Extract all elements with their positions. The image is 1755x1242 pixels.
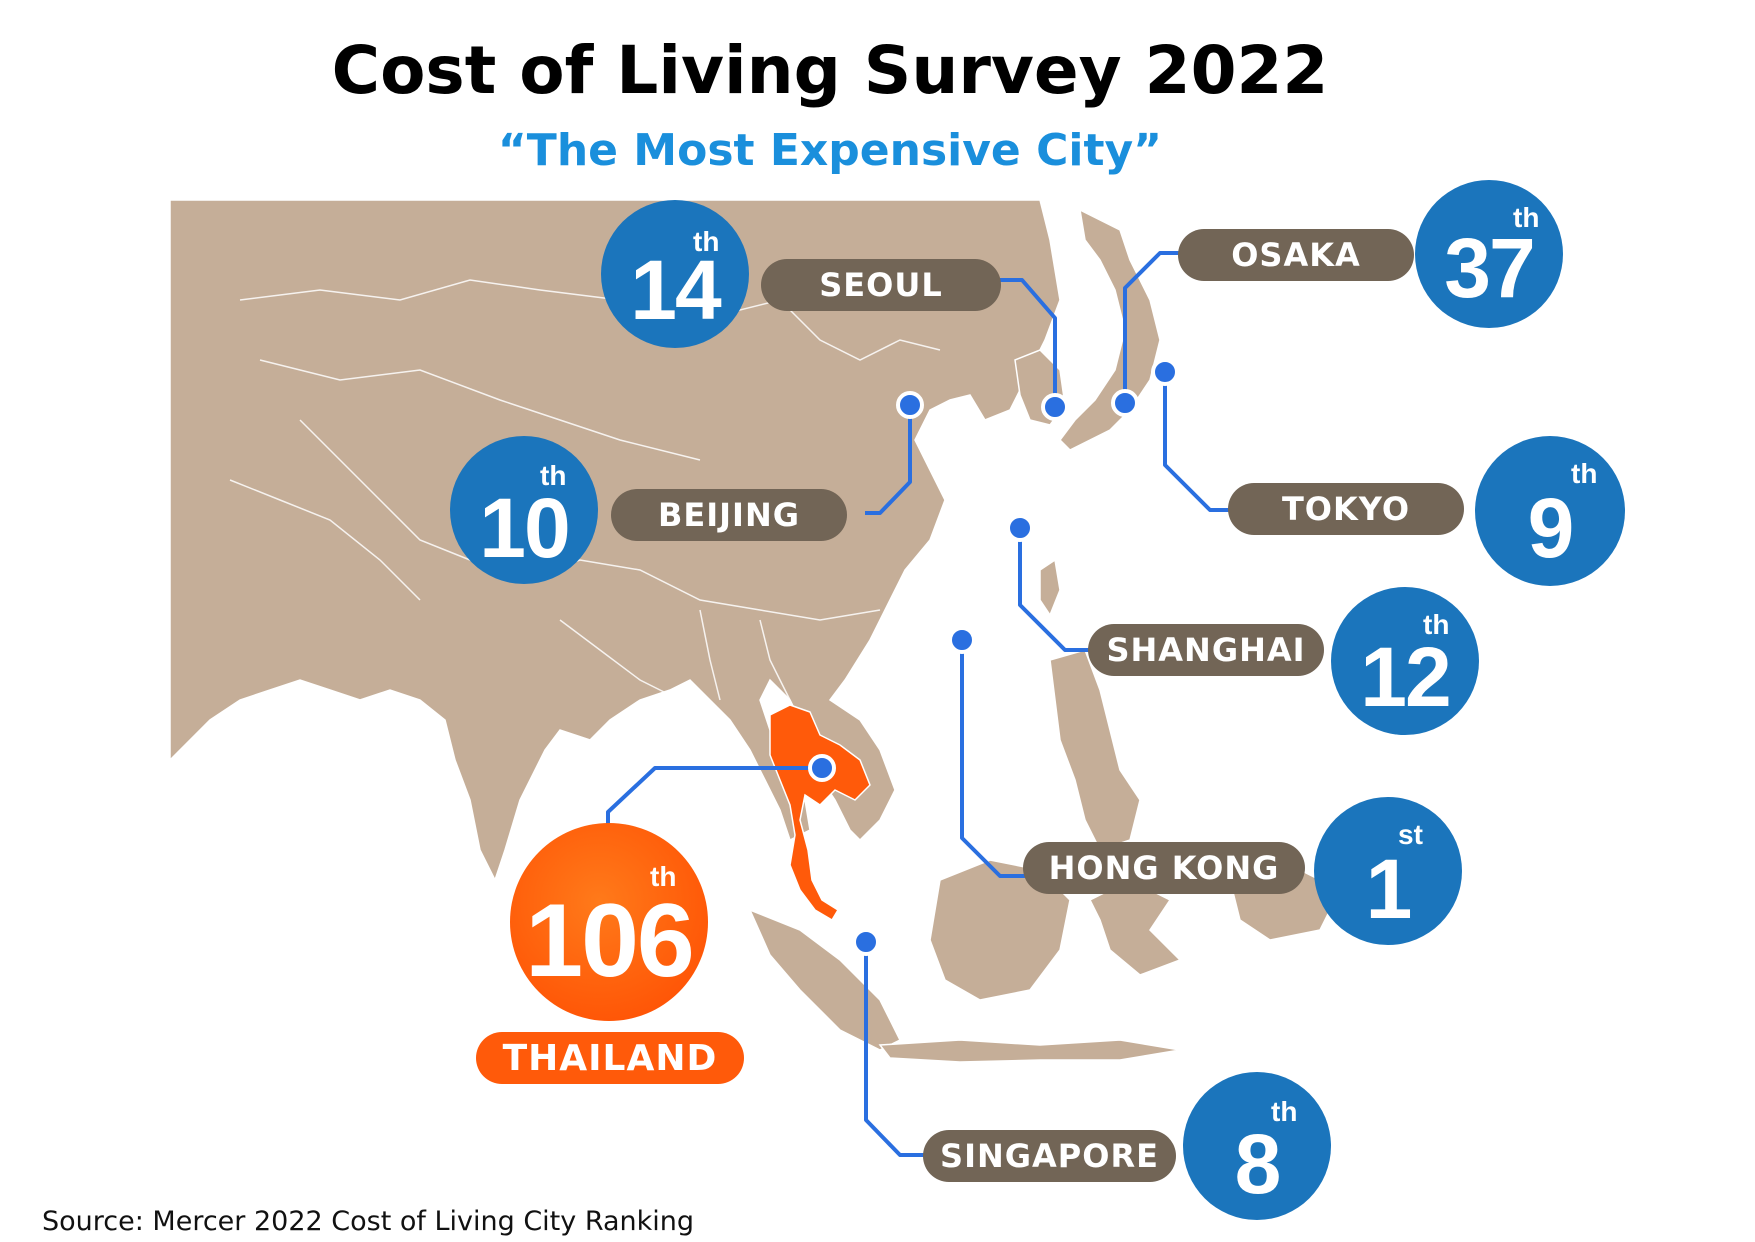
rank-number: 14 <box>630 243 721 337</box>
city-label-beijing: BEIJING <box>611 489 847 541</box>
tokyo-connector <box>1163 372 1230 512</box>
thailand-connector <box>606 766 820 832</box>
java-landmass <box>878 1039 1181 1063</box>
hongkong-dot <box>948 626 976 654</box>
borneo-landmass <box>929 859 1071 1001</box>
rank-suffix: th <box>693 226 720 257</box>
rank-number: 1 <box>1365 842 1413 936</box>
japan-landmass <box>1059 208 1161 451</box>
rank-suffix: th <box>650 861 677 892</box>
page-title: Cost of Living Survey 2022 <box>331 32 1329 109</box>
rank-badge-shanghai: 12 th <box>1331 587 1479 735</box>
rank-suffix: th <box>540 460 567 491</box>
osaka-connector <box>1123 251 1180 400</box>
tokyo-dot <box>1151 358 1179 386</box>
city-dots <box>808 358 1179 956</box>
rank-number: 106 <box>525 883 695 999</box>
sumatra-landmass <box>748 908 902 1051</box>
rank-badge-hongkong: 1 st <box>1314 797 1462 945</box>
philippines-landmass <box>1049 649 1141 851</box>
source-note: Source: Mercer 2022 Cost of Living City … <box>42 1206 695 1237</box>
seoul-dot <box>1041 393 1069 421</box>
rank-badge-seoul: 14 th <box>601 200 749 348</box>
rank-badge-tokyo: 9 th <box>1475 436 1625 586</box>
connector-lines <box>606 251 1230 1157</box>
city-label-seoul: SEOUL <box>761 259 1001 311</box>
page-subtitle: “The Most Expensive City” <box>497 125 1163 176</box>
osaka-dot <box>1111 389 1139 417</box>
hongkong-connector <box>960 640 1025 878</box>
rank-badge-osaka: 37 th <box>1415 180 1563 328</box>
thailand-shape <box>769 704 871 922</box>
beijing-connector <box>865 405 912 515</box>
city-label-hongkong: HONG KONG <box>1023 842 1305 894</box>
rank-number: 12 <box>1360 630 1451 724</box>
rank-suffix: th <box>1571 458 1598 489</box>
rank-badge-beijing: 10 th <box>450 436 598 584</box>
rank-suffix: th <box>1271 1096 1298 1127</box>
country-label-thailand: THAILAND <box>476 1032 744 1084</box>
beijing-dot <box>896 391 924 419</box>
rank-suffix: st <box>1398 819 1423 850</box>
rank-number: 8 <box>1234 1117 1282 1211</box>
shanghai-dot <box>1006 514 1034 542</box>
city-label-shanghai: SHANGHAI <box>1088 624 1324 676</box>
sulawesi-landmass <box>1088 879 1182 976</box>
singapore-dot <box>852 928 880 956</box>
city-label-singapore: SINGAPORE <box>923 1130 1176 1182</box>
rank-badge-thailand: 106 th <box>510 823 708 1021</box>
rank-number: 37 <box>1444 221 1535 315</box>
singapore-connector <box>864 942 925 1157</box>
bangkok-dot <box>808 754 836 782</box>
rank-badge-singapore: 8 th <box>1183 1072 1331 1220</box>
rank-suffix: th <box>1423 609 1450 640</box>
seoul-connector <box>1000 278 1057 400</box>
rank-number: 9 <box>1527 481 1575 575</box>
city-label-osaka: OSAKA <box>1178 229 1414 281</box>
shanghai-connector <box>1018 528 1090 652</box>
city-label-tokyo: TOKYO <box>1228 483 1464 535</box>
rank-number: 10 <box>479 481 570 575</box>
taiwan-landmass <box>1039 558 1061 617</box>
rank-suffix: th <box>1513 202 1540 233</box>
